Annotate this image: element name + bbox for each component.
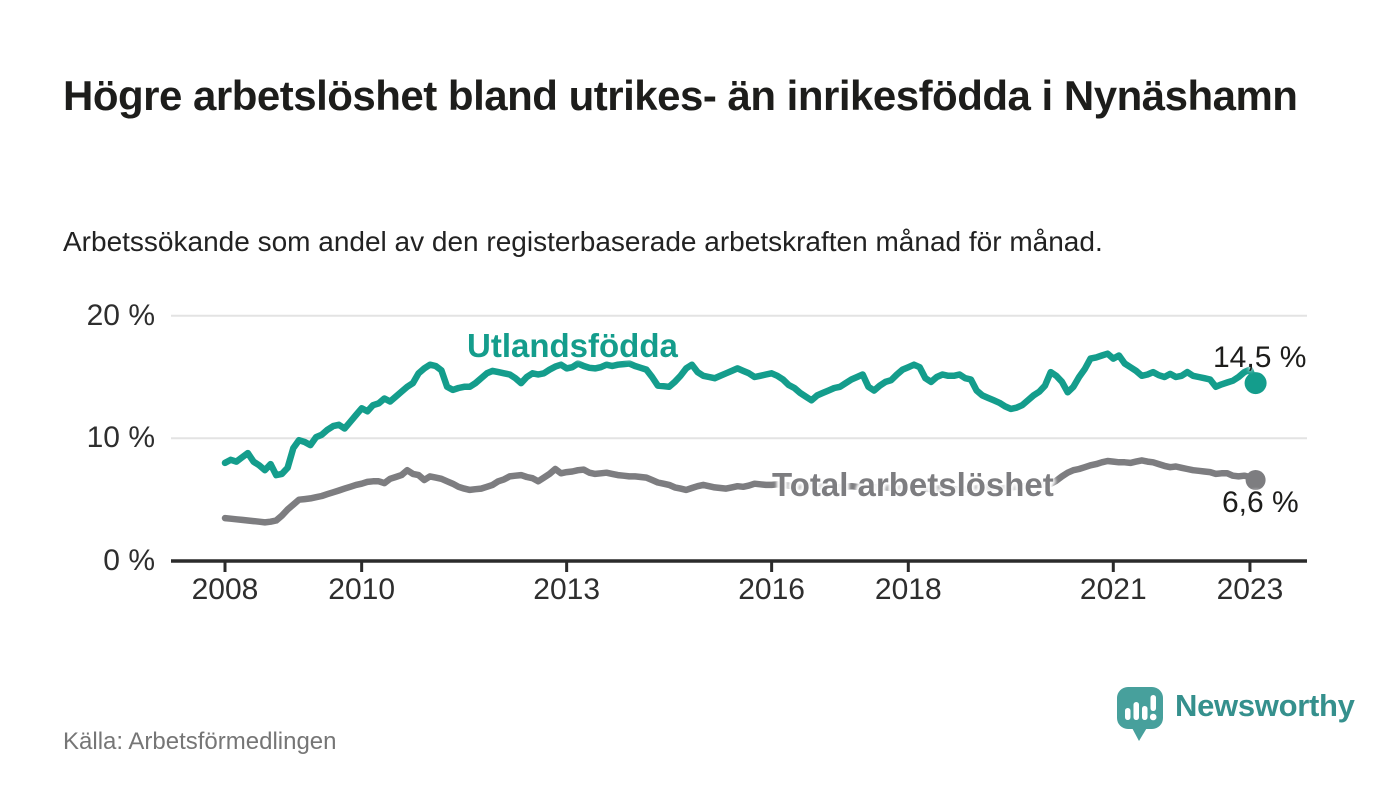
newsworthy-logo: Newsworthy xyxy=(1116,686,1355,742)
ytick-20: 20 % xyxy=(86,298,155,332)
xtick-2018: 2018 xyxy=(874,573,942,606)
chart-subtitle: Arbetssökande som andel av den registerb… xyxy=(63,226,1103,257)
xtick-2008: 2008 xyxy=(191,573,259,606)
page-title: Högre arbetslöshet bland utrikes- än inr… xyxy=(63,72,1298,120)
source-note: Källa: Arbetsförmedlingen xyxy=(63,728,337,755)
brand-name: Newsworthy xyxy=(1175,688,1355,723)
end-value-utlandsfodda: 14,5 % xyxy=(1213,341,1307,374)
xtick-2010: 2010 xyxy=(328,573,396,606)
xtick-2023: 2023 xyxy=(1216,573,1284,606)
series-label-utlandsfodda: Utlandsfödda xyxy=(467,327,678,364)
xtick-2013: 2013 xyxy=(533,573,601,606)
line-total-arbetsloshet xyxy=(221,457,1259,526)
end-dot-total xyxy=(1245,470,1266,490)
end-dot-utlandsfodda xyxy=(1244,372,1267,395)
ytick-10: 10 % xyxy=(86,421,155,455)
line-utlandsfodda xyxy=(221,350,1259,479)
speech-bubble-bar-chart-icon xyxy=(1117,687,1163,741)
end-value-total: 6,6 % xyxy=(1222,486,1299,519)
ytick-0: 0 % xyxy=(103,544,155,577)
xtick-2016: 2016 xyxy=(738,573,805,606)
xtick-2021: 2021 xyxy=(1079,573,1147,606)
series-label-total-arbetsloshet: Total arbetslöshet xyxy=(772,466,1054,503)
x-axis-ticks xyxy=(223,561,1252,572)
